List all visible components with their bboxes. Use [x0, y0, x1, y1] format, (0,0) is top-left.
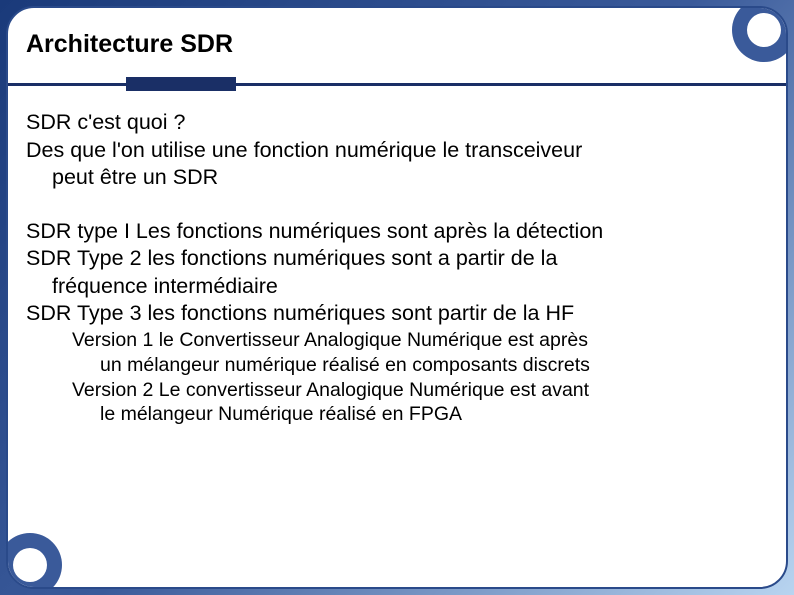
slide-card: Architecture SDR SDR c'est quoi ? Des qu…	[6, 6, 788, 589]
slide-title: Architecture SDR	[26, 30, 768, 59]
spacer	[26, 192, 768, 218]
sdr-type-2-line-1: SDR Type 2 les fonctions numériques sont…	[26, 245, 768, 273]
sdr-type-2-line-2: fréquence intermédiaire	[26, 273, 768, 301]
intro-line-2: peut être un SDR	[26, 164, 768, 192]
corner-decoration-top-right	[732, 6, 788, 62]
version-2-line-1: Version 2 Le convertisseur Analogique Nu…	[26, 378, 768, 403]
sdr-type-3: SDR Type 3 les fonctions numériques sont…	[26, 300, 768, 328]
title-rule-line	[8, 83, 786, 86]
version-1-line-2: un mélangeur numérique réalisé en compos…	[26, 353, 768, 378]
version-1-line-1: Version 1 le Convertisseur Analogique Nu…	[26, 328, 768, 353]
intro-line-1: Des que l'on utilise une fonction numéri…	[26, 137, 768, 165]
slide-content: SDR c'est quoi ? Des que l'on utilise un…	[8, 91, 786, 427]
corner-decoration-bottom-left	[6, 533, 62, 589]
sdr-type-1: SDR type I Les fonctions numériques sont…	[26, 218, 768, 246]
intro-question: SDR c'est quoi ?	[26, 109, 768, 137]
title-rule-block	[126, 77, 236, 91]
title-area: Architecture SDR	[8, 8, 786, 71]
version-2-line-2: le mélangeur Numérique réalisé en FPGA	[26, 402, 768, 427]
title-rule	[8, 77, 786, 91]
